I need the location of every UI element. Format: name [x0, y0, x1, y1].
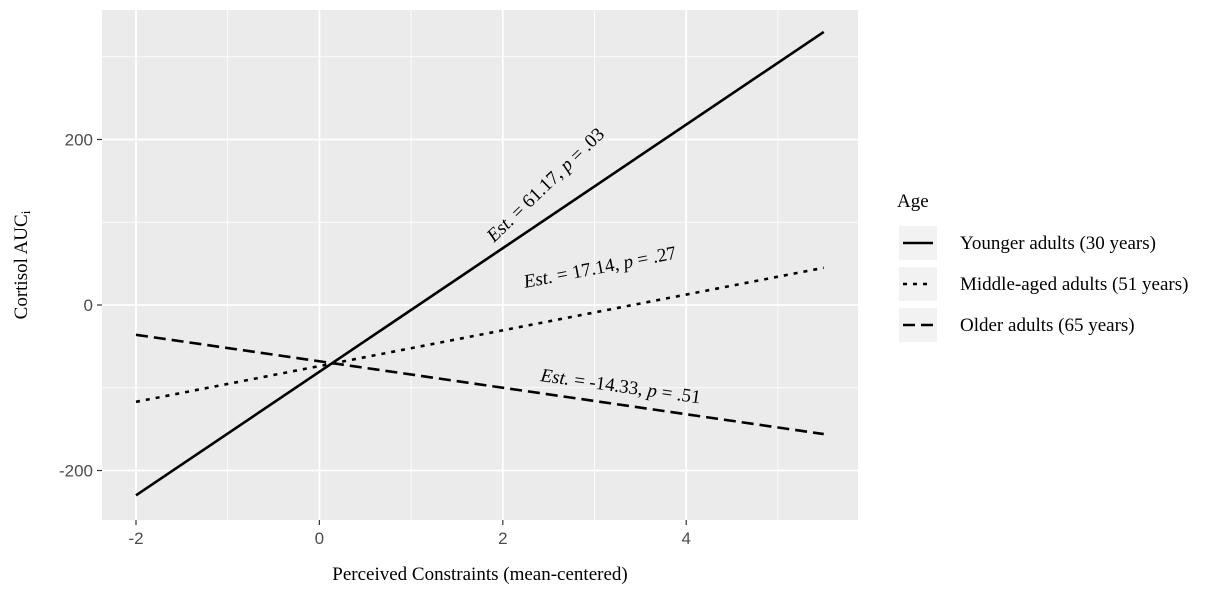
annotation-p: p: [644, 380, 658, 402]
y-tick-label: -200: [59, 462, 93, 481]
y-axis-title: Cortisol AUCi: [11, 210, 33, 319]
legend: Age Younger adults (30 years) Middle-aged…: [897, 191, 1188, 342]
legend-title: Age: [897, 191, 929, 212]
legend-label-1: Younger adults (30 years): [960, 233, 1156, 254]
x-tick-label: 4: [681, 529, 690, 548]
series-lines: [135, 30, 825, 497]
y-axis-title-subscript: i: [18, 210, 33, 214]
series-line-3: [135, 333, 824, 436]
legend-label-3: Older adults (65 years): [960, 315, 1135, 336]
y-axis-title-main: Cortisol AUC: [11, 214, 32, 319]
series-line-2: [135, 266, 824, 404]
x-tick-label: -2: [128, 529, 143, 548]
x-tick-label: 0: [315, 529, 324, 548]
y-tick-label: 0: [84, 296, 93, 315]
y-tick-label: 200: [65, 131, 93, 150]
annotation-est: Est.: [538, 365, 571, 390]
y-axis: -200 0 200: [59, 131, 102, 481]
x-tick-label: 2: [498, 529, 507, 548]
series-line-1: [135, 30, 825, 497]
grid-minor: [102, 10, 858, 520]
legend-label-2: Middle-aged adults (51 years): [960, 274, 1188, 295]
x-axis: -2 0 2 4: [128, 520, 691, 548]
grid-major: [102, 10, 858, 520]
x-axis-title: Perceived Constraints (mean-centered): [332, 564, 627, 585]
